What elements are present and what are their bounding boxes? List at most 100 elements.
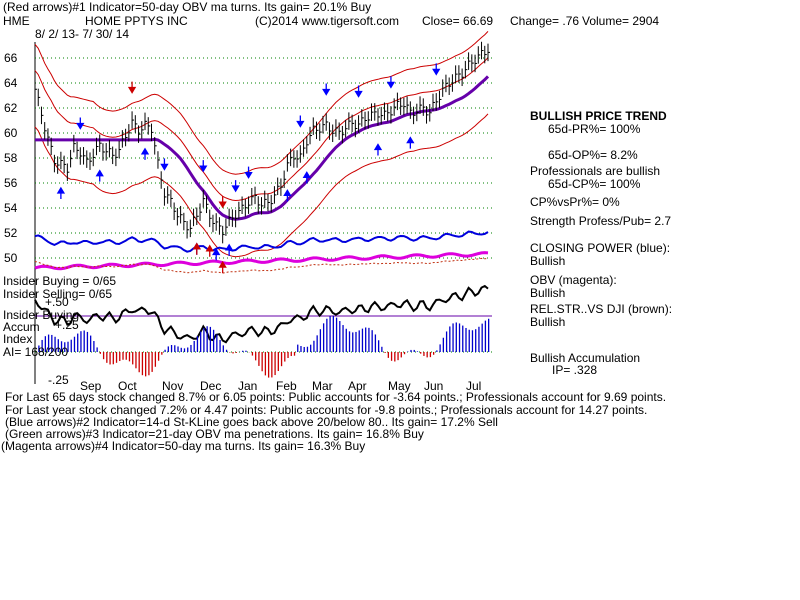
relstr-value: Bullish bbox=[530, 315, 566, 329]
obv-line bbox=[34, 251, 489, 271]
accum-bar bbox=[426, 352, 428, 358]
accum-bar bbox=[261, 352, 263, 372]
upper-band bbox=[34, 31, 489, 175]
accum-bar bbox=[452, 323, 454, 352]
accum-bar bbox=[174, 345, 176, 352]
up-arrow bbox=[140, 147, 150, 160]
down-arrow bbox=[322, 83, 331, 96]
accum-bar bbox=[206, 326, 208, 352]
footer-green-arrows: (Green arrows)#3 Indicator=21-day OBV ma… bbox=[5, 427, 424, 441]
up-arrow bbox=[205, 244, 214, 257]
accum-bar bbox=[138, 352, 140, 373]
accum-bar bbox=[300, 346, 302, 352]
down-arrow bbox=[160, 158, 169, 171]
up-arrow bbox=[212, 248, 221, 261]
accum-bar bbox=[345, 328, 347, 352]
accum-bar bbox=[102, 352, 105, 360]
accum-bar bbox=[429, 352, 432, 358]
op-stat: 65d-OP%= 8.2% bbox=[548, 148, 638, 162]
accum-bar bbox=[70, 339, 72, 352]
down-arrow bbox=[386, 76, 396, 89]
x-tick-label: Nov bbox=[162, 379, 183, 393]
accum-bar bbox=[355, 331, 357, 352]
ip-stat: IP= .328 bbox=[552, 363, 598, 377]
accum-bar bbox=[316, 335, 318, 352]
closing-power-label: CLOSING POWER (blue): bbox=[530, 241, 671, 255]
accum-bar bbox=[64, 342, 66, 352]
cp-stat: 65d-CP%= 100% bbox=[548, 177, 641, 191]
ai-label: AI= 168/200 bbox=[3, 345, 69, 359]
accum-bar bbox=[251, 352, 254, 356]
accum-bar bbox=[154, 352, 157, 367]
close-value: Close= 66.69 bbox=[422, 14, 494, 28]
y-tick-label: 62 bbox=[4, 101, 18, 115]
accum-bar bbox=[280, 352, 283, 367]
accum-bar bbox=[219, 339, 221, 352]
accum-bar bbox=[73, 336, 76, 352]
accum-bar bbox=[390, 352, 393, 361]
accum-bar bbox=[335, 317, 338, 352]
accum-bar bbox=[348, 331, 351, 352]
accum-bar bbox=[170, 345, 173, 352]
accum-bar bbox=[313, 340, 315, 352]
accum-bar bbox=[303, 346, 305, 352]
down-arrow bbox=[296, 115, 305, 128]
up-arrow bbox=[95, 169, 104, 182]
accum-bar bbox=[322, 323, 325, 352]
down-arrow bbox=[218, 196, 227, 209]
accum-bar bbox=[468, 329, 470, 352]
down-arrow bbox=[354, 85, 363, 98]
accum-bar bbox=[264, 352, 267, 376]
accumulation-histogram bbox=[38, 315, 490, 378]
professionals-status: Professionals are bullish bbox=[530, 164, 661, 178]
accum-bar bbox=[381, 346, 383, 352]
accum-bar bbox=[177, 346, 179, 352]
accum-bar bbox=[135, 352, 137, 369]
accum-bar bbox=[122, 352, 124, 360]
accum-bar bbox=[358, 330, 360, 352]
accum-bar bbox=[145, 352, 147, 377]
y-tick-label: 60 bbox=[4, 126, 18, 140]
accum-bar bbox=[60, 341, 63, 352]
accum-bar bbox=[187, 347, 189, 352]
accum-bar bbox=[86, 331, 89, 352]
x-tick-label: Feb bbox=[276, 379, 297, 393]
accum-bar bbox=[67, 341, 69, 352]
accum-bar bbox=[352, 332, 354, 352]
accum-bar bbox=[297, 344, 299, 352]
footer-blue-arrows: (Blue arrows)#2 Indicator=14-d St-KLine … bbox=[5, 415, 498, 429]
accum-bar bbox=[413, 349, 415, 352]
accum-bar bbox=[41, 339, 43, 352]
accum-bar bbox=[365, 327, 367, 352]
accum-bar bbox=[167, 346, 169, 352]
date-range: 8/ 2/ 13- 7/ 30/ 14 bbox=[35, 27, 130, 41]
accum-bar bbox=[93, 341, 95, 352]
y-tick-label: 54 bbox=[4, 201, 18, 215]
plus50-label: +.50 bbox=[45, 295, 69, 309]
closing-power-line bbox=[34, 230, 489, 253]
accum-bar bbox=[190, 344, 192, 352]
accum-bar bbox=[432, 352, 435, 355]
accum-bar bbox=[180, 347, 182, 352]
accum-bar bbox=[128, 352, 131, 362]
upper-inner-band bbox=[34, 57, 489, 202]
accum-bar bbox=[339, 321, 341, 352]
accum-bar bbox=[462, 325, 464, 352]
accum-bar bbox=[151, 352, 153, 372]
accum-bar bbox=[332, 315, 334, 352]
accum-bar bbox=[420, 352, 422, 354]
accum-bar bbox=[245, 350, 247, 352]
accum-bar bbox=[371, 330, 373, 352]
x-tick-label: Dec bbox=[200, 379, 221, 393]
accum-bar bbox=[478, 326, 480, 352]
accum-bar bbox=[410, 349, 412, 352]
accum-bar bbox=[267, 352, 270, 378]
x-tick-label: Apr bbox=[348, 379, 367, 393]
footer-line-65day: For Last 65 days stock changed 8.7% or 6… bbox=[5, 390, 667, 404]
up-arrow bbox=[302, 171, 311, 184]
accum-bar bbox=[232, 352, 234, 354]
accum-bar bbox=[38, 345, 40, 352]
up-arrow bbox=[56, 186, 66, 199]
down-arrow bbox=[199, 160, 208, 173]
accum-bar bbox=[274, 352, 276, 376]
